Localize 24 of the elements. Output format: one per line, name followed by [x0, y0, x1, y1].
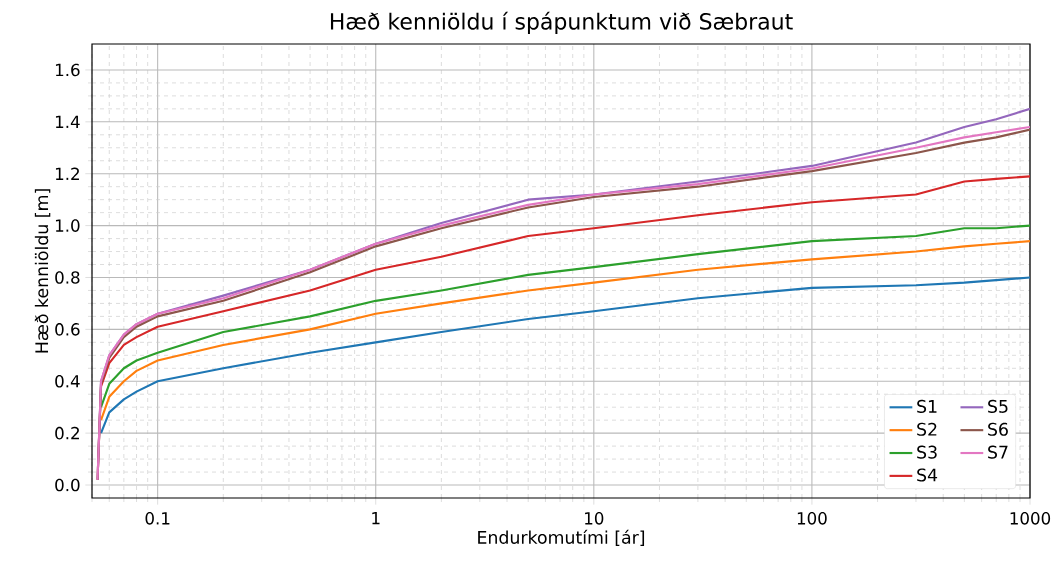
x-axis-title: Endurkomutími [ár]: [478, 529, 645, 546]
legend-label: S2: [917, 422, 937, 436]
y-tick-label: 1.0: [55, 219, 80, 232]
y-tick-label: 1.6: [55, 63, 80, 77]
legend-label: S1: [917, 399, 937, 413]
legend-label: S7: [988, 445, 1008, 459]
x-tick-label: 1000: [1010, 512, 1051, 525]
y-tick-label: 0.0: [55, 478, 80, 492]
y-axis-title: Hæð kenniöldu [m]: [34, 189, 51, 353]
x-tick-label: 1: [372, 512, 380, 525]
legend-label: S6: [988, 422, 1008, 436]
y-tick-label: 0.8: [55, 271, 80, 284]
y-tick-label: 1.4: [55, 115, 80, 128]
x-tick-label: 100: [797, 512, 827, 525]
x-tick-label: 10: [585, 512, 604, 525]
legend-label: S4: [917, 468, 938, 482]
y-tick-label: 0.4: [55, 374, 80, 388]
y-tick-label: 1.2: [55, 167, 79, 180]
legend-label: S3: [917, 445, 937, 459]
x-tick-label: 0.1: [145, 512, 170, 525]
y-tick-label: 0.6: [55, 323, 80, 336]
chart-title: Hæð kenniöldu í spápunktum við Sæbraut: [330, 11, 793, 34]
y-tick-label: 0.2: [55, 426, 79, 440]
legend-label: S5: [988, 399, 1008, 413]
